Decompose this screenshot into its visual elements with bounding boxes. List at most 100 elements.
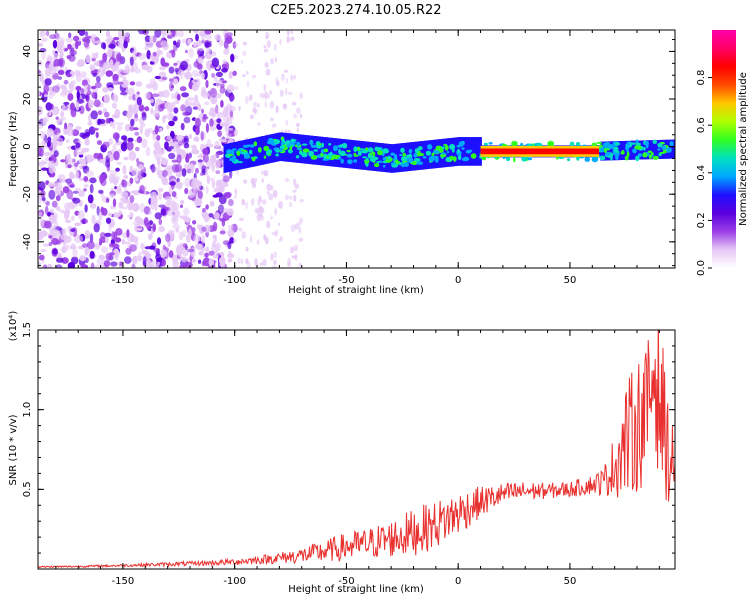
signal-speckle	[427, 144, 433, 150]
noise-blob	[150, 108, 154, 115]
signal-speckle	[346, 150, 351, 153]
noise-blob	[41, 51, 46, 60]
noise-blob	[211, 57, 220, 68]
noise-blob	[208, 258, 214, 267]
noise-blob	[136, 96, 142, 106]
noise-blob	[154, 30, 162, 38]
noise-blob	[87, 194, 94, 204]
noise-blob	[61, 85, 68, 95]
noise-blob	[69, 49, 78, 56]
noise-blob	[285, 77, 288, 84]
noise-blob	[290, 246, 295, 254]
noise-blob	[127, 87, 135, 96]
signal-speckle	[449, 155, 454, 161]
noise-blob	[138, 251, 142, 260]
noise-blob	[38, 161, 41, 166]
noise-blob	[201, 72, 205, 80]
noise-blob	[77, 210, 85, 221]
noise-blob	[112, 132, 120, 140]
noise-blob	[144, 91, 151, 100]
noise-blob	[220, 100, 224, 108]
signal-speckle	[457, 148, 460, 154]
noise-blob	[111, 102, 118, 109]
noise-blob	[107, 151, 112, 159]
noise-blob	[120, 91, 128, 96]
noise-blob	[202, 153, 209, 163]
signal-envelope	[411, 142, 414, 171]
noise-blob	[113, 212, 118, 218]
noise-blob	[259, 92, 262, 98]
noise-blob	[51, 90, 56, 96]
noise-blob	[149, 245, 156, 250]
noise-blob	[152, 131, 156, 141]
signal-envelope	[641, 140, 645, 160]
signal-speckle	[631, 142, 636, 145]
noise-blob	[106, 87, 114, 92]
noise-blob	[198, 259, 202, 264]
noise-blob	[177, 250, 184, 255]
noise-blob	[118, 39, 123, 49]
noise-blob	[290, 224, 296, 233]
noise-blob	[75, 101, 80, 111]
noise-blob	[84, 229, 91, 239]
spectrogram-x-label: Height of straight line (km)	[288, 285, 424, 296]
noise-blob	[118, 210, 123, 216]
noise-blob	[117, 261, 121, 265]
noise-blob	[45, 102, 52, 111]
noise-blob	[209, 126, 217, 131]
signal-speckle	[449, 144, 456, 150]
noise-blob	[68, 32, 72, 39]
noise-blob	[179, 264, 186, 268]
noise-blob	[208, 213, 214, 218]
noise-blob	[168, 229, 175, 235]
x-tick-label: -50	[338, 576, 354, 587]
signal-speckle	[263, 145, 270, 152]
noise-blob	[202, 257, 211, 267]
noise-blob	[66, 126, 74, 137]
noise-blob	[165, 233, 171, 243]
noise-blob	[184, 99, 189, 107]
signal-envelope	[336, 138, 339, 167]
noise-blob	[140, 243, 145, 250]
noise-blob	[44, 78, 52, 86]
noise-blob	[242, 50, 247, 57]
noise-blob	[79, 150, 85, 155]
noise-blob	[284, 177, 290, 183]
noise-blob	[129, 56, 134, 66]
noise-blob	[233, 130, 237, 137]
signal-envelope	[645, 140, 649, 160]
noise-blob	[61, 104, 66, 110]
signal-envelope	[275, 133, 278, 162]
noise-blob	[186, 168, 192, 174]
noise-blob	[289, 37, 292, 42]
noise-blob	[86, 90, 92, 96]
signal-envelope	[253, 138, 256, 167]
noise-blob	[215, 151, 220, 159]
signal-speckle	[558, 156, 565, 159]
noise-blob	[204, 252, 209, 258]
signal-speckle	[643, 146, 646, 151]
noise-blob	[172, 214, 177, 223]
signal-speckle	[229, 157, 233, 162]
noise-blob	[141, 112, 147, 121]
noise-blob	[123, 175, 129, 179]
noise-blob	[278, 201, 283, 209]
noise-blob	[197, 159, 203, 163]
noise-blob	[132, 255, 138, 265]
noise-blob	[107, 212, 113, 217]
signal-envelope	[380, 143, 383, 172]
noise-blob	[252, 107, 255, 114]
noise-blob	[79, 255, 86, 262]
noise-blob	[223, 48, 230, 55]
noise-blob	[88, 156, 95, 162]
noise-blob	[254, 108, 257, 115]
noise-blob	[38, 181, 46, 191]
noise-blob	[84, 31, 89, 37]
noise-blob	[63, 241, 67, 246]
noise-blob	[202, 114, 207, 118]
noise-blob	[69, 228, 76, 233]
signal-speckle	[527, 157, 533, 161]
noise-blob	[189, 163, 194, 169]
noise-blob	[72, 190, 79, 194]
noise-blob	[87, 121, 93, 126]
